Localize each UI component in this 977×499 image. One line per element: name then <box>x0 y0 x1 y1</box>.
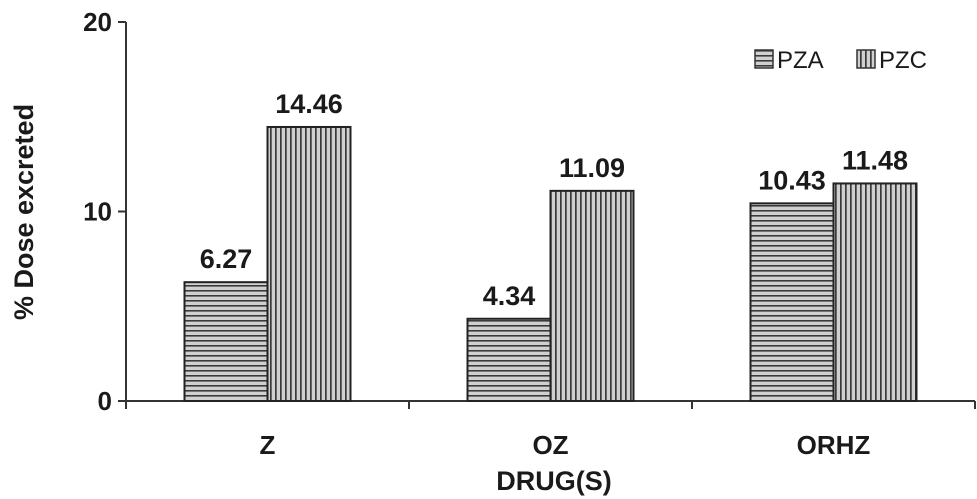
bar-pzc-z <box>266 125 352 402</box>
data-label-pza-oz: 4.34 <box>483 281 536 311</box>
data-labels: 6.27 14.46 4.34 11.09 10.43 11.48 <box>200 89 908 311</box>
y-tick-label: 10 <box>83 197 112 227</box>
x-axis-title: DRUG(S) <box>496 466 612 496</box>
legend-swatch-pzc <box>856 49 876 69</box>
x-axis: Z OZ ORHZ <box>125 400 976 460</box>
data-label-pzc-orhz: 11.48 <box>842 145 908 175</box>
legend-label-pzc: PZC <box>879 47 927 74</box>
bar-pzc-oz <box>549 189 635 402</box>
y-tick-label: 0 <box>98 386 112 416</box>
data-label-pzc-z: 14.46 <box>275 89 343 119</box>
y-tick-label: 20 <box>83 7 112 37</box>
y-axis-title: % Dose excreted <box>9 104 39 320</box>
x-tick-label: Z <box>260 430 276 460</box>
x-tick-label: ORHZ <box>797 430 871 460</box>
bar-pza-orhz <box>749 202 835 402</box>
legend-label-pza: PZA <box>777 47 824 74</box>
bar-pza-z <box>183 281 269 402</box>
bar-pza-oz <box>466 317 552 402</box>
legend: PZA PZC <box>754 47 927 74</box>
x-tick-label: OZ <box>532 430 568 460</box>
bars <box>183 125 918 402</box>
bar-pzc-orhz <box>832 182 918 402</box>
y-axis: 0 10 20 <box>83 7 127 416</box>
data-label-pzc-oz: 11.09 <box>559 153 625 183</box>
legend-swatch-pza <box>754 49 774 69</box>
data-label-pza-z: 6.27 <box>200 244 253 274</box>
data-label-pza-orhz: 10.43 <box>758 165 826 195</box>
